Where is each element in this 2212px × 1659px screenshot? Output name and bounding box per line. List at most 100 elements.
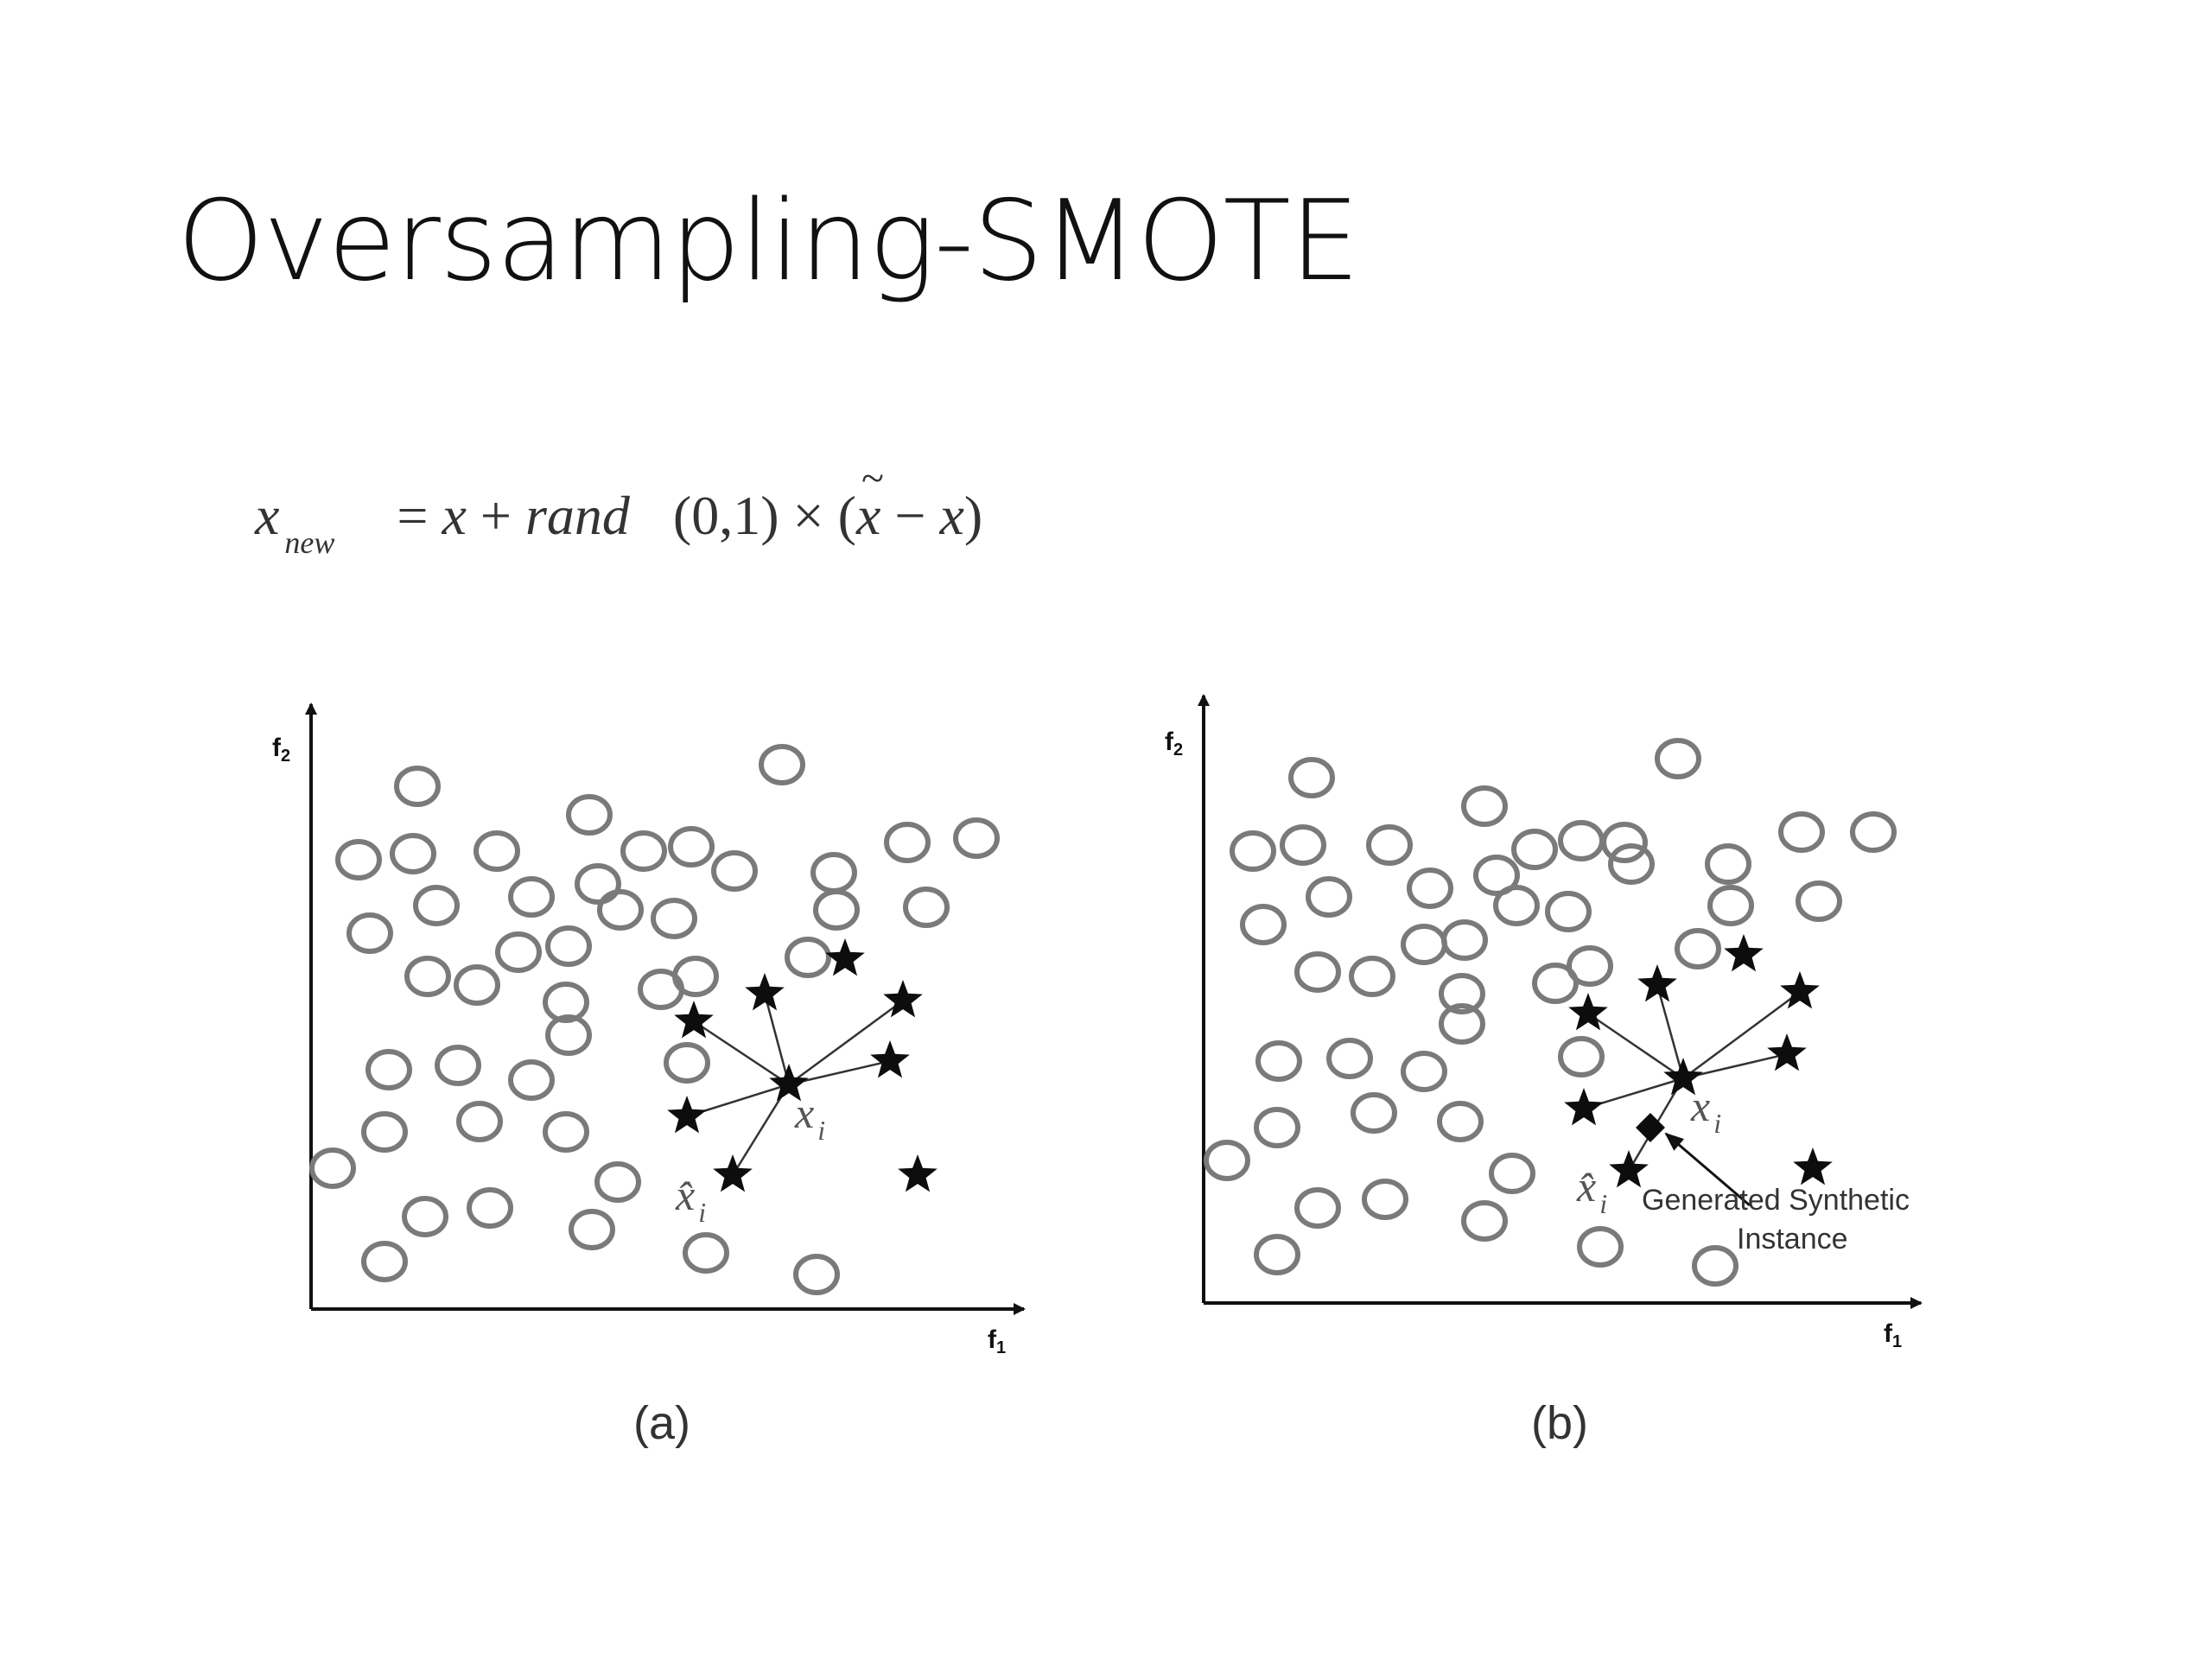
panel-b-majority-circle-icon: [1675, 928, 1721, 969]
panel-a-majority-circle-icon: [508, 876, 555, 918]
panel-a-majority-circle-icon: [335, 839, 382, 880]
panel-b-majority-circle-icon: [1349, 956, 1395, 997]
panel-b-majority-circle-icon: [1254, 1234, 1300, 1275]
panel-a-majority-circle-icon: [813, 889, 860, 931]
panel-b-majority-circle-icon: [1441, 919, 1488, 961]
panel-a-neighbor-line: [788, 999, 904, 1086]
panel-b-majority-circle-icon: [1230, 830, 1276, 872]
panel-a-majority-points: [309, 744, 1000, 1295]
panel-a-majority-circle-icon: [594, 1161, 641, 1203]
panel-a-majority-circle-icon: [759, 744, 805, 785]
panel-b-majority-circle-icon: [1280, 824, 1326, 866]
panel-b-majority-circle-icon: [1558, 1036, 1605, 1077]
panel-a-majority-circle-icon: [495, 931, 542, 973]
panel-a-majority-circle-icon: [597, 889, 644, 931]
panel-a-minority-points: [667, 938, 938, 1192]
panel-b-majority-circle-icon: [1204, 1140, 1250, 1181]
formula-args: (0,1): [672, 485, 779, 546]
panel-b-majority-circle-icon: [1796, 880, 1842, 922]
panel-a-majority-circle-icon: [361, 1111, 408, 1153]
panel-b-majority-circle-icon: [1254, 1107, 1300, 1148]
panel-b-majority-circle-icon: [1778, 811, 1825, 853]
panel-a-minority-star-icon: [674, 1001, 714, 1039]
panel-a-majority-circle-icon: [543, 982, 589, 1023]
panel-a-majority-circle-icon: [711, 850, 758, 892]
panel-b-minority-star-icon: [1780, 971, 1820, 1009]
panel-b-majority-circle-icon: [1294, 951, 1341, 993]
panel-a-minority-star-icon: [825, 938, 865, 976]
panel-b-majority-circle-icon: [1407, 868, 1453, 909]
panel-b-majority-circle-icon: [1461, 1200, 1508, 1242]
formula-lhs-subscript: new: [284, 525, 335, 560]
panel-a-majority-circle-icon: [668, 826, 715, 868]
panel-b-majority-circle-icon: [1532, 963, 1579, 1004]
panel-b-majority-circle-icon: [1692, 1245, 1738, 1287]
formula-x: x: [442, 485, 467, 546]
panel-b-neighbor-line: [1656, 984, 1685, 1079]
synthetic-instance-label-line1: Generated Synthetic: [1642, 1184, 1910, 1217]
panel-b-majority-circle-icon: [1493, 885, 1540, 926]
panel-b-majority-circle-icon: [1439, 973, 1485, 1014]
panel-b-majority-circle-icon: [1362, 1179, 1408, 1220]
formula-open-paren: (: [837, 485, 856, 546]
panel-a-majority-circle-icon: [390, 833, 436, 874]
panel-b-minority-star-icon: [1724, 934, 1764, 972]
panel-b-majority-circle-icon: [1401, 1051, 1447, 1092]
formula-minus: −: [894, 485, 926, 546]
panel-b-minority-star-icon: [1564, 1088, 1604, 1126]
panel-b-minority-star-icon: [1568, 993, 1608, 1031]
panel-b-majority-circle-icon: [1511, 829, 1558, 870]
panel-a-majority-circle-icon: [456, 1101, 503, 1142]
panel-a-y-axis-label: f2: [272, 734, 290, 766]
panel-a-majority-circle-icon: [810, 852, 857, 893]
slide-title: Oversampling-SMOTE: [177, 177, 1360, 306]
panel-a-majority-circle-icon: [543, 1111, 589, 1153]
panel-a-majority-circle-icon: [454, 964, 500, 1006]
panel-a-majority-circle-icon: [467, 1187, 513, 1229]
panel-a-majority-circle-icon: [309, 1147, 356, 1189]
panel-b-majority-circle-icon: [1558, 820, 1605, 861]
panel-b-majority-circle-icon: [1601, 822, 1648, 863]
formula-plus: +: [480, 485, 512, 546]
panel-a-majority-circle-icon: [651, 898, 697, 939]
panel-a-majority-circle-icon: [435, 1045, 481, 1086]
panel-b-minority-star-icon: [1793, 1147, 1833, 1185]
panel-a-majority-circle-icon: [620, 830, 667, 872]
panel-b-minority-star-icon: [1767, 1033, 1807, 1071]
panel-b-majority-circle-icon: [1461, 785, 1508, 827]
panel-a-majority-circle-icon: [683, 1232, 729, 1274]
panel-a-neighbor-line: [763, 993, 791, 1085]
formula-x-tilde: x: [856, 454, 884, 548]
panel-a-caption: (a): [633, 1397, 690, 1449]
panel-b-majority-circle-icon: [1240, 904, 1287, 945]
panel-a-neighbor-line: [693, 1020, 790, 1086]
panel-b-majority-circle-icon: [1608, 843, 1655, 885]
panel-b-majority-circle-icon: [1437, 1101, 1484, 1142]
panel-a-majority-circle-icon: [474, 830, 520, 872]
panel-b-minority-points: [1564, 934, 1833, 1188]
panel-b-majority-points: [1204, 738, 1897, 1287]
panel-a-majority-circle-icon: [365, 1049, 412, 1090]
panel-b-majority-circle-icon: [1294, 1187, 1341, 1229]
formula-equals: =: [397, 485, 429, 546]
panel-b-majority-circle-icon: [1655, 738, 1701, 779]
panel-a-majority-circle-icon: [953, 817, 1000, 859]
panel-a-majority-circle-icon: [793, 1254, 840, 1295]
panel-b-x-axis-label: f1: [1884, 1319, 1902, 1351]
panel-a-minority-star-icon: [713, 1154, 753, 1192]
panel-a-majority-circle-icon: [566, 794, 613, 836]
panel-a-majority-circle-icon: [413, 885, 460, 926]
panel-a-majority-circle-icon: [884, 822, 931, 863]
panel-b-minority-star-icon: [1637, 964, 1677, 1002]
panel-a-minority-star-icon: [667, 1096, 707, 1134]
panel-a-majority-circle-icon: [664, 1042, 710, 1084]
panel-a-minority-star-icon: [769, 1064, 809, 1102]
panel-a-majority-circle-icon: [545, 1014, 592, 1056]
panel-a-neighbor-line: [788, 1059, 891, 1086]
panel-b-majority-circle-icon: [1401, 924, 1447, 965]
